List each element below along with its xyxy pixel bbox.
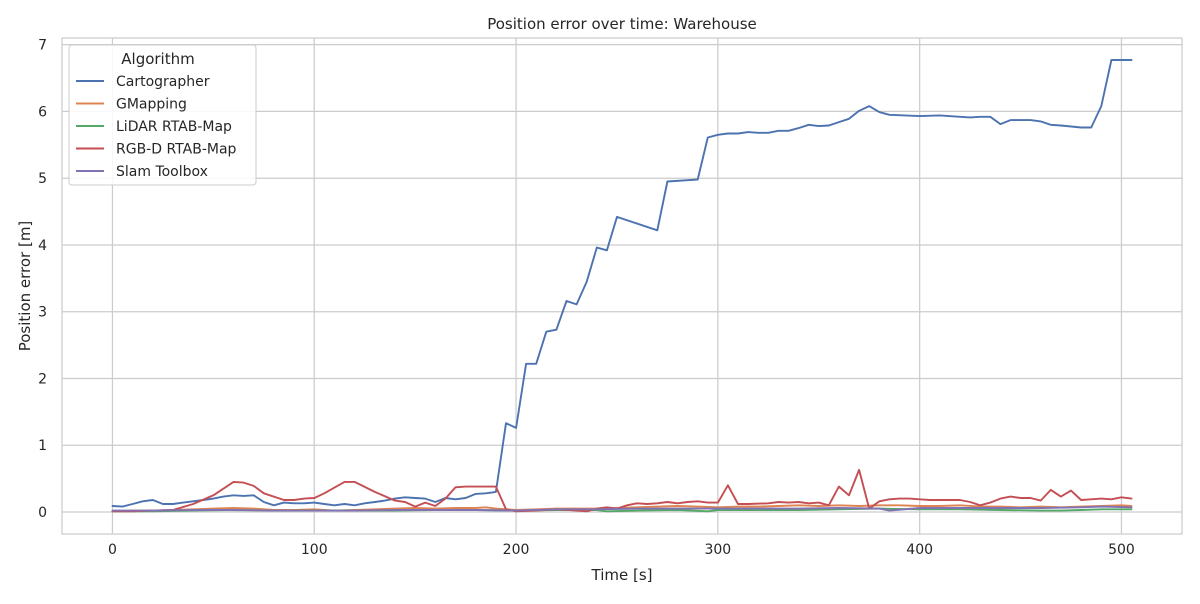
y-tick-label: 4 bbox=[38, 238, 47, 254]
y-tick-label: 3 bbox=[38, 305, 47, 321]
legend-label-gmapping: GMapping bbox=[116, 97, 187, 113]
legend-title: Algorithm bbox=[121, 50, 194, 68]
legend-label-cartographer: Cartographer bbox=[116, 74, 210, 90]
legend-entries: Cartographer GMapping LiDAR RTAB-Map RGB-D … bbox=[76, 74, 237, 180]
y-tick-labels: 0 1 2 3 4 5 6 7 bbox=[38, 38, 47, 521]
series-line-cartographer bbox=[111, 59, 1133, 508]
legend: Algorithm Cartographer GMapping LiDAR RTAB… bbox=[68, 44, 257, 186]
y-tick-label: 6 bbox=[38, 104, 47, 120]
y-tick-label: 7 bbox=[38, 38, 47, 54]
legend-label-lidar-rtab-map: LiDAR RTAB-Map bbox=[116, 119, 232, 135]
x-tick-labels: 0 100 200 300 400 500 bbox=[108, 542, 1135, 558]
grid-lines bbox=[62, 38, 1182, 534]
y-tick-label: 5 bbox=[38, 171, 47, 187]
series-line-slam-toolbox bbox=[111, 505, 1133, 512]
y-tick-label: 2 bbox=[38, 371, 47, 387]
plot-area-frame bbox=[61, 37, 1183, 535]
series-layer bbox=[111, 59, 1133, 513]
x-tick-label: 400 bbox=[906, 542, 933, 558]
x-axis-label: Time [s] bbox=[591, 566, 653, 584]
y-tick-label: 1 bbox=[38, 438, 47, 454]
x-tick-label: 500 bbox=[1108, 542, 1135, 558]
x-tick-label: 100 bbox=[301, 542, 328, 558]
legend-label-rgb-d-rtab-map: RGB-D RTAB-Map bbox=[116, 142, 237, 158]
series-line-rgb-d-rtab-map bbox=[111, 468, 1133, 513]
x-tick-label: 300 bbox=[704, 542, 731, 558]
x-tick-label: 200 bbox=[503, 542, 530, 558]
legend-box bbox=[68, 44, 257, 186]
chart-title: Position error over time: Warehouse bbox=[487, 15, 757, 33]
legend-label-slam-toolbox: Slam Toolbox bbox=[116, 164, 208, 180]
x-tick-label: 0 bbox=[108, 542, 117, 558]
y-tick-label: 0 bbox=[38, 505, 47, 521]
y-axis-label: Position error [m] bbox=[16, 221, 34, 352]
